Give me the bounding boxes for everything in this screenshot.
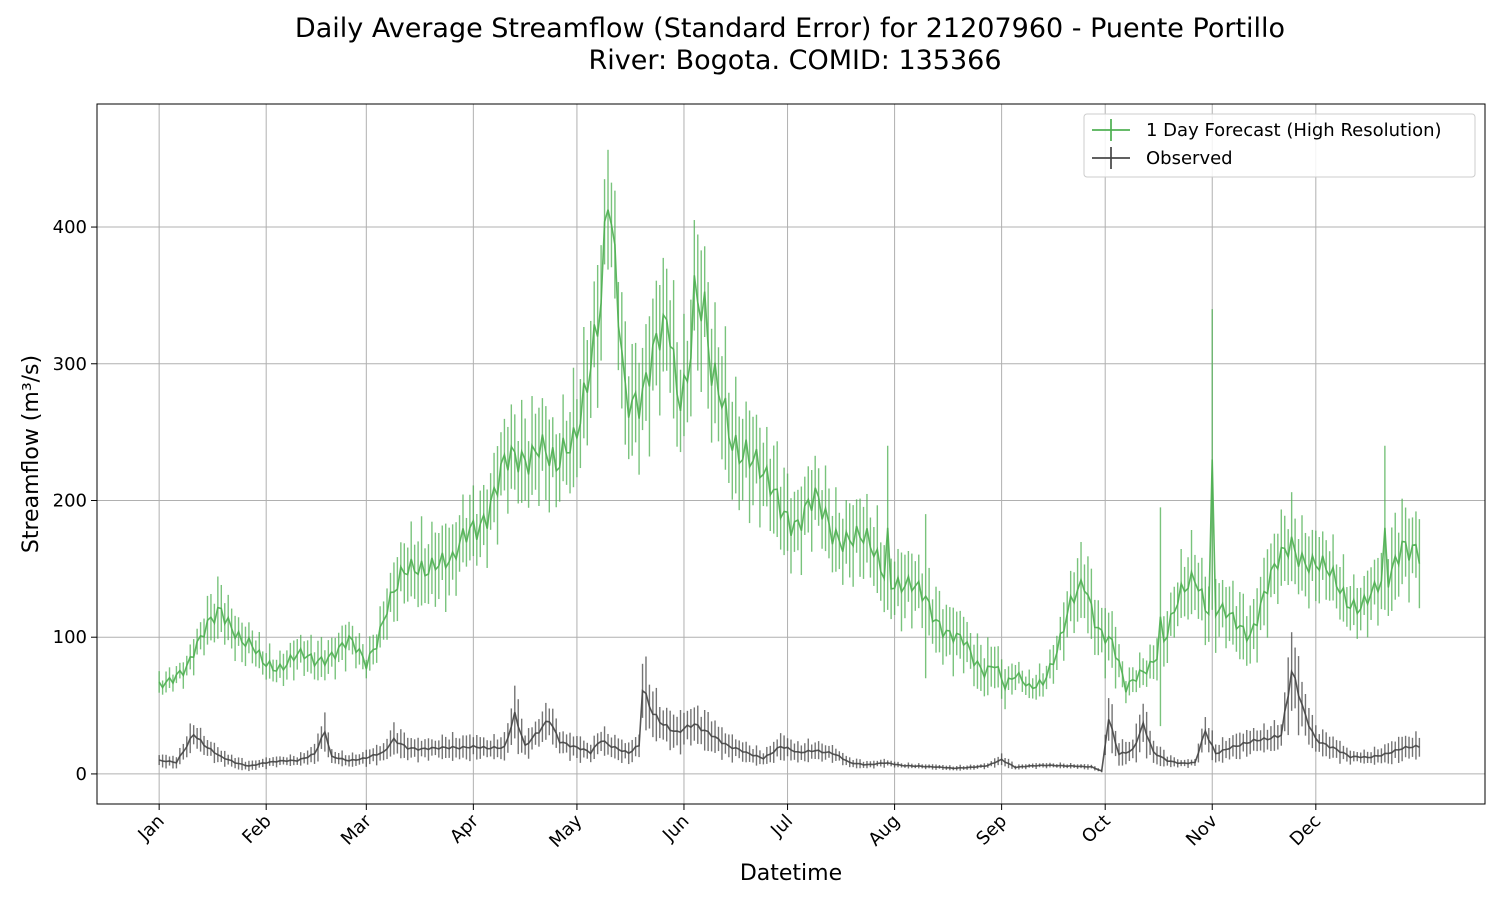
y-tick-label: 400 [53,217,87,238]
y-axis-label: Streamflow (m³/s) [19,355,44,553]
series-0 [158,149,1421,727]
x-tick-label: Nov [1182,810,1222,850]
ticks: 0 100 200 300 400 Jan Feb Mar Apr May Jun Jul Aug Sep… [53,217,1326,852]
plot-frame [96,103,1486,805]
y-tick-label: 300 [53,354,87,375]
x-axis-label: Datetime [740,861,842,886]
x-tick-label: Sep [972,811,1011,850]
legend: 1 Day Forecast (High Resolution) Observe… [1083,113,1476,178]
x-tick-label: Jan [134,811,169,846]
legend-observed-label: Observed [1146,148,1233,169]
x-tick-label: Jun [658,811,693,846]
x-tick-label: May [545,810,586,851]
series-line [158,209,1421,693]
y-tick-label: 200 [53,490,87,511]
x-tick-label: Jul [766,811,797,842]
series-layer [158,149,1421,773]
x-tick-label: Feb [238,811,275,848]
x-tick-label: Mar [337,810,376,849]
chart-title-line-2: River: Bogota. COMID: 135366 [588,45,1001,76]
x-tick-label: Aug [864,811,904,851]
legend-box [1083,113,1476,178]
chart-title-line-1: Daily Average Streamflow (Standard Error… [295,13,1285,44]
y-tick-label: 100 [53,627,87,648]
x-tick-label: Apr [446,810,483,847]
grid [97,104,1485,804]
series-1 [158,632,1421,773]
series-line [158,668,1420,772]
y-tick-label: 0 [76,764,87,785]
x-tick-label: Oct [1078,811,1115,848]
x-tick-label: Dec [1286,811,1325,850]
legend-forecast-label: 1 Day Forecast (High Resolution) [1146,120,1442,141]
